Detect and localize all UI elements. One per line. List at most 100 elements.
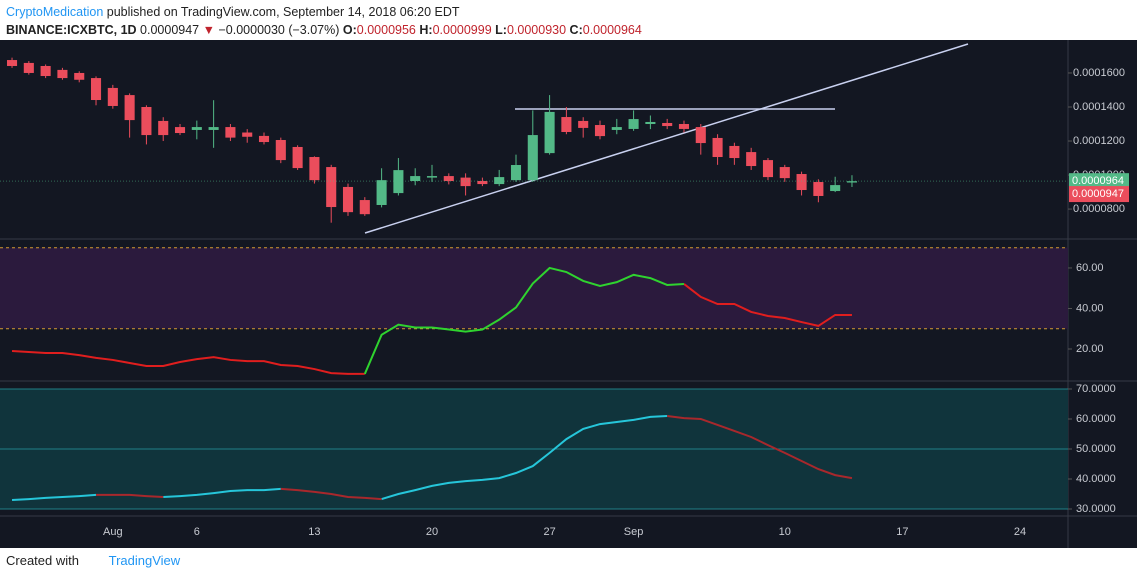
- y-tick-label: 70.0000: [1076, 383, 1116, 395]
- price-label: 0.0000947: [1072, 188, 1124, 200]
- y-tick-label: 20.00: [1076, 343, 1104, 355]
- candle-body: [712, 137, 723, 158]
- l-label: L:: [495, 23, 507, 37]
- line-series: [163, 487, 281, 498]
- candle-body: [342, 186, 354, 213]
- x-tick-label: Sep: [624, 526, 644, 538]
- candle-body: [645, 121, 656, 125]
- symbol: BINANCE:ICXBTC, 1D: [6, 23, 137, 37]
- y-tick-label: 0.0000800: [1073, 203, 1125, 215]
- price: 0.0000947: [140, 23, 200, 37]
- line-series: [683, 283, 852, 327]
- candle-body: [729, 145, 740, 159]
- x-tick-label: 10: [779, 526, 791, 538]
- candle-body: [695, 127, 706, 144]
- candle-body: [258, 135, 270, 143]
- author[interactable]: CryptoMedication: [6, 5, 104, 19]
- candle-body: [74, 72, 85, 80]
- candle-body: [443, 176, 454, 182]
- y-tick-label: 60.0000: [1076, 413, 1116, 425]
- price-label-bg: [1069, 173, 1129, 190]
- c: 0.0000964: [582, 23, 642, 37]
- o-label: O:: [342, 23, 357, 37]
- y-tick-label: 30.0000: [1076, 503, 1116, 515]
- line-series: [363, 266, 685, 375]
- candle-body: [527, 135, 538, 181]
- candle-body: [275, 140, 286, 161]
- trend-line: [364, 43, 969, 234]
- candle-body: [90, 78, 102, 101]
- line-series: [280, 487, 382, 501]
- candle-body: [846, 181, 858, 183]
- l: 0.0000930: [506, 23, 567, 37]
- candle-body: [309, 157, 320, 181]
- y-tick-label: 40.0000: [1076, 473, 1116, 485]
- candle-body: [460, 177, 471, 187]
- candle-body: [678, 124, 690, 129]
- line-series: [381, 414, 668, 501]
- header-line2: BINANCE:ICXBTC, 1D 0.0000947 ▼ −0.000003…: [6, 21, 642, 39]
- price-label: 0.0000964: [1072, 175, 1124, 187]
- candle-body: [23, 62, 34, 73]
- x-tick-label: Aug: [103, 526, 123, 538]
- y-tick-label: 0.0001600: [1073, 67, 1125, 79]
- candle-body: [225, 127, 236, 138]
- x-tick-label: 27: [543, 526, 555, 538]
- chart: Aug 6 13 20 27 Sep 10 17 24 0.0001600 0.0001400 0.0…: [0, 40, 1137, 548]
- created: Created with: [6, 553, 79, 568]
- candle-body: [242, 132, 253, 137]
- candle-body: [124, 95, 135, 121]
- published: published on TradingView.com, September …: [106, 5, 460, 19]
- c-label: C:: [569, 23, 583, 37]
- candle-body: [6, 60, 18, 66]
- line-series: [667, 415, 853, 480]
- candle-body: [359, 200, 370, 215]
- y-tick-label: 60.00: [1076, 262, 1104, 274]
- candle-body: [107, 87, 118, 106]
- candle-body: [376, 180, 387, 205]
- footer: Created with TradingView: [6, 553, 180, 568]
- candle-body: [561, 117, 572, 133]
- candle-body: [544, 111, 555, 154]
- line-series: [11, 493, 97, 501]
- candle-body: [746, 152, 757, 167]
- candle-body: [141, 106, 152, 136]
- arrow: ▼: [202, 23, 215, 37]
- header-line1: CryptoMedication published on TradingVie…: [6, 3, 642, 21]
- candle-body: [158, 120, 169, 136]
- y-tick-label: 0.0001200: [1073, 135, 1125, 147]
- candle-body: [779, 167, 790, 179]
- line-series: [11, 350, 365, 375]
- candle-body: [628, 119, 639, 129]
- price-label-bg: [1069, 186, 1129, 203]
- line-series: [96, 493, 164, 498]
- candle-body: [762, 160, 774, 178]
- candle-body: [191, 127, 202, 130]
- y-tick-label: 0.0001400: [1073, 101, 1125, 113]
- candle-body: [410, 176, 421, 182]
- candle-body: [40, 65, 51, 77]
- x-tick-label: 17: [896, 526, 908, 538]
- y-tick-label: 40.00: [1076, 302, 1104, 314]
- brand[interactable]: TradingView: [108, 553, 181, 568]
- candle-body: [830, 185, 841, 192]
- candle-body: [208, 127, 219, 130]
- x-tick-label: 6: [194, 526, 200, 538]
- o: 0.0000956: [356, 23, 416, 37]
- candle-body: [292, 146, 303, 169]
- candle-body: [796, 174, 807, 191]
- header: CryptoMedication published on TradingVie…: [6, 3, 642, 39]
- x-tick-label: 13: [308, 526, 320, 538]
- candle-body: [57, 69, 68, 79]
- candle-body: [662, 122, 673, 127]
- candle-body: [426, 176, 438, 178]
- candle-body: [477, 181, 488, 185]
- candle-body: [510, 165, 522, 181]
- candle-body: [813, 182, 824, 196]
- x-tick-label: 20: [426, 526, 438, 538]
- candle-body: [594, 125, 606, 137]
- candle-body: [393, 170, 404, 194]
- h: 0.0000999: [432, 23, 492, 37]
- candle-body: [611, 127, 622, 130]
